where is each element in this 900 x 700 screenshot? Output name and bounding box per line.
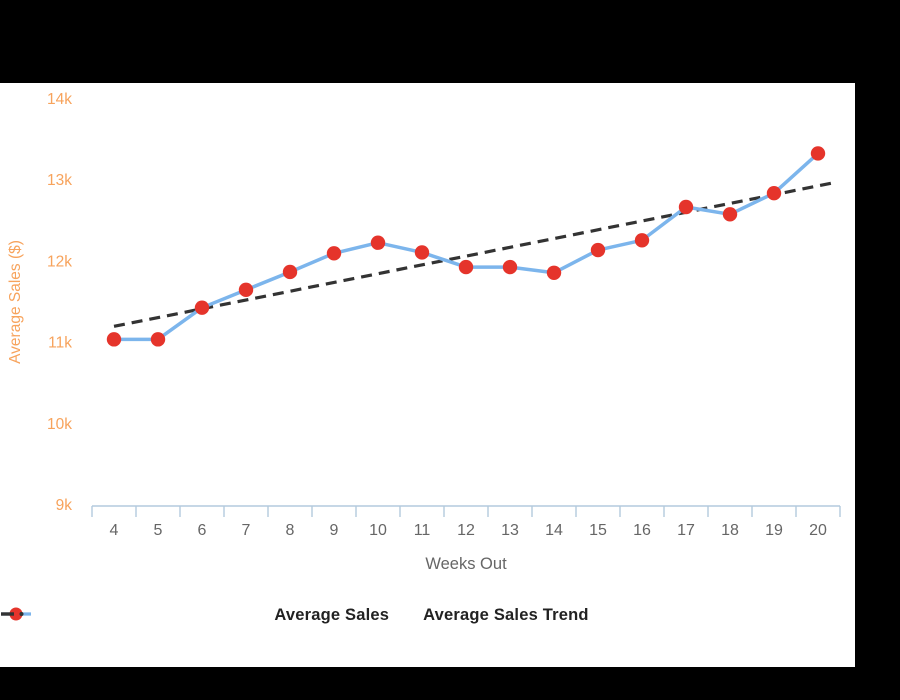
data-point-week-9[interactable] <box>326 246 342 261</box>
average-sales-line[interactable] <box>112 151 820 342</box>
x-tick-label: 18 <box>721 522 739 539</box>
x-tick-label: 20 <box>809 522 827 539</box>
x-tick-label: 15 <box>589 522 607 539</box>
x-tick-label: 5 <box>154 522 163 539</box>
data-point-week-12[interactable] <box>458 259 474 275</box>
data-point-week-13[interactable] <box>502 259 518 275</box>
data-point-week-11[interactable] <box>414 245 430 260</box>
x-tick-label: 16 <box>633 522 651 539</box>
chart-panel: Average Sales ($) Weeks Out 4 5 6 7 8 9 10 11 12… <box>0 83 855 667</box>
x-tick-label: 8 <box>286 522 295 539</box>
x-tick-label: 6 <box>198 522 207 539</box>
data-point-week-5[interactable] <box>150 332 166 347</box>
legend-item-average-sales-trend[interactable]: Average Sales Trend <box>1 606 589 625</box>
y-tick-label: 12k <box>47 253 72 270</box>
legend-label-average-sales-trend: Average Sales Trend <box>423 606 589 624</box>
x-tick-label: 13 <box>501 522 519 539</box>
trend-line[interactable] <box>113 181 834 328</box>
data-point-week-15[interactable] <box>590 242 606 258</box>
y-tick-label: 13k <box>47 172 72 189</box>
y-axis-title: Average Sales ($) <box>7 240 24 364</box>
data-point-week-8[interactable] <box>282 264 298 280</box>
data-point-week-10[interactable] <box>370 235 386 250</box>
x-tick-label: 9 <box>330 522 339 539</box>
y-tick-label: 11k <box>48 335 72 352</box>
data-point-week-19[interactable] <box>766 185 782 201</box>
legend-item-average-sales[interactable]: Average Sales <box>1 606 390 625</box>
data-point-week-20[interactable] <box>810 146 826 161</box>
data-point-week-7[interactable] <box>238 282 254 298</box>
data-point-week-14[interactable] <box>546 265 562 280</box>
data-point-week-16[interactable] <box>634 233 650 248</box>
y-tick-label: 14k <box>47 91 72 108</box>
x-tick-label: 19 <box>765 522 783 539</box>
x-tick-label: 11 <box>414 522 431 539</box>
x-tick-label: 4 <box>110 522 119 539</box>
x-axis-title: Weeks Out <box>425 555 507 573</box>
x-tick-label: 14 <box>545 522 563 539</box>
x-tick-label: 7 <box>242 522 251 539</box>
y-tick-label: 9k <box>56 497 73 514</box>
data-point-week-4[interactable] <box>106 332 122 347</box>
data-point-week-6[interactable] <box>194 300 210 315</box>
y-tick-label: 10k <box>47 416 72 433</box>
data-point-week-17[interactable] <box>678 199 694 215</box>
sales-chart-svg: Average Sales ($) Weeks Out 4 5 6 7 8 9 10 11 12… <box>7 91 841 573</box>
x-tick-label: 12 <box>457 522 475 539</box>
legend: Average Sales Average Sales Trend <box>0 606 855 625</box>
legend-label-average-sales: Average Sales <box>274 606 390 624</box>
x-tick-label: 17 <box>677 522 695 539</box>
data-point-week-18[interactable] <box>722 207 738 222</box>
x-tick-label: 10 <box>369 522 387 539</box>
